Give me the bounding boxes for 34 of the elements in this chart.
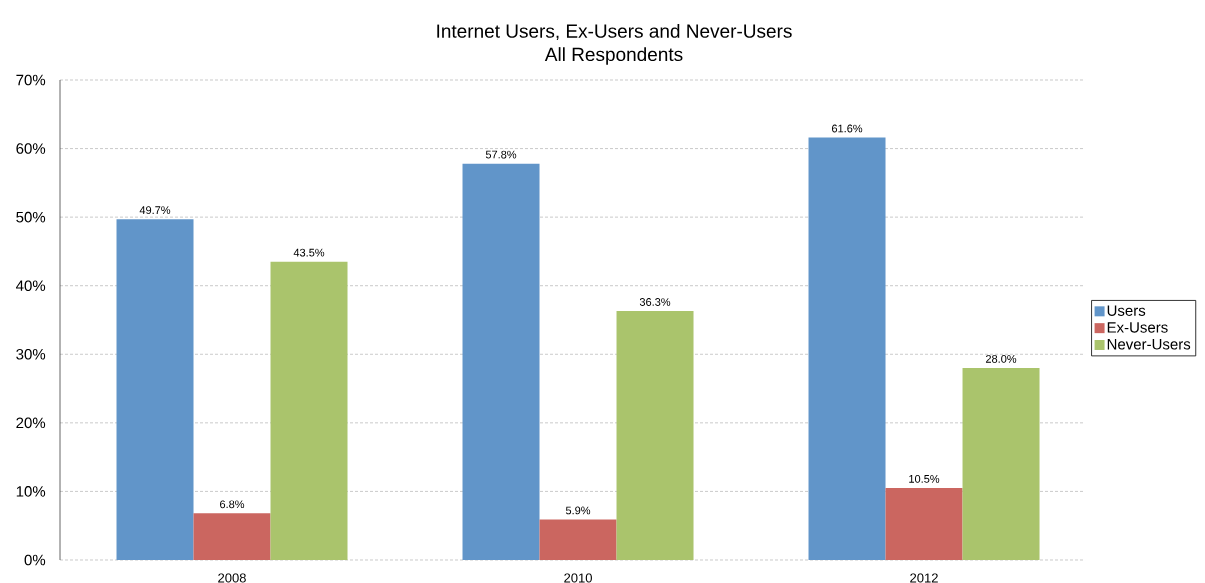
data-label: 5.9% xyxy=(565,506,591,515)
y-tick-label: 20% xyxy=(16,417,46,429)
y-tick-label: 40% xyxy=(16,280,46,292)
y-tick-label: 10% xyxy=(16,486,46,497)
x-tick-label: 2010 xyxy=(564,573,592,583)
bar xyxy=(193,513,271,560)
x-tick-label: 2012 xyxy=(910,573,938,583)
data-label: 49.7% xyxy=(139,206,171,214)
legend-label: Ex-Users xyxy=(1107,322,1168,333)
data-label: 61.6% xyxy=(831,124,863,133)
bar xyxy=(116,219,194,560)
data-label: 57.8% xyxy=(485,150,517,159)
chart-title: Internet Users, Ex-Users and Never-Users xyxy=(437,23,792,41)
data-label: 43.5% xyxy=(293,248,325,257)
y-tick-label: 30% xyxy=(16,348,46,360)
data-label: 6.8% xyxy=(220,500,245,509)
chart-subtitle: All Respondents xyxy=(544,47,683,65)
bar xyxy=(539,519,617,560)
bar xyxy=(962,367,1040,560)
data-label: 36.3% xyxy=(639,298,671,306)
bar xyxy=(270,261,348,560)
bar xyxy=(462,163,540,560)
y-tick-label: 50% xyxy=(16,211,46,223)
bar xyxy=(616,311,694,560)
bar xyxy=(885,487,963,560)
data-label: 28.0% xyxy=(985,355,1017,363)
y-tick-label: 0% xyxy=(24,554,46,566)
data-label: 10.5% xyxy=(909,475,940,483)
legend-label: Never-Users xyxy=(1107,339,1191,350)
bar xyxy=(808,137,886,560)
x-tick-label: 2008 xyxy=(218,573,246,583)
y-tick-label: 70% xyxy=(16,74,46,86)
legend-label: Users xyxy=(1107,305,1146,316)
y-tick-label: 60% xyxy=(16,143,46,154)
